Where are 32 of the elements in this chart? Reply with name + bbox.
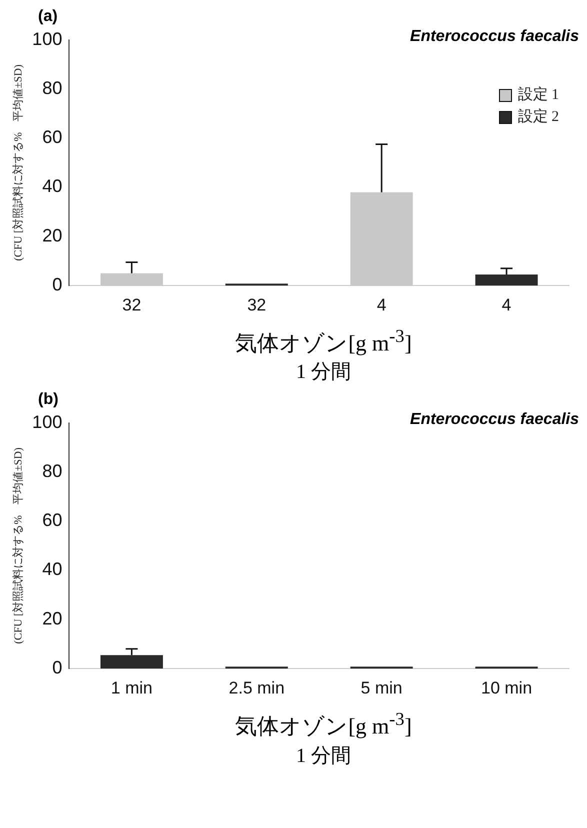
y-tick-label: 60 [42,127,62,148]
x-tick-label: 2.5 min [228,678,285,698]
y-tick-label: 80 [42,78,62,98]
x-tick-label: 4 [502,295,512,314]
y-tick-label: 40 [42,560,62,580]
y-tick-label: 0 [52,274,62,295]
legend-label: 設定 1 [518,85,559,105]
y-axis-title: (CFU [対照試料に対する% 平均値±SD) [11,64,24,261]
chart-title: (a) [38,8,59,26]
y-tick-label: 40 [42,176,62,196]
x-tick-label: 32 [247,295,266,314]
y-tick-label: 80 [42,461,62,482]
annotation: Enterococcus faecalis [410,28,579,46]
x-tick-label: 1 min [110,678,152,698]
y-tick-label: 60 [42,510,62,530]
text: 1 分間 [295,360,352,386]
y-tick-label: 20 [42,225,62,246]
text: 1 分間 [295,744,352,769]
y-tick-label: 20 [42,608,62,629]
y-tick-label: 100 [32,412,62,432]
x-tick-label: 4 [376,295,386,314]
x-tick-label: 32 [122,295,142,314]
x-tick-label: 10 min [481,678,532,698]
x-axis-title: 気体オゾン[g m$^{-3}$] [234,709,413,741]
y-axis-title: (CFU [対照試料に対する% 平均値±SD) [11,447,24,644]
y-tick-label: 0 [52,658,62,678]
y-tick-label: 100 [32,28,62,49]
legend-label: 設定 2 [518,107,559,127]
x-tick-label: 5 min [360,678,402,698]
x-axis-title: 気体オゾン[g m$^{-3}$] [234,326,413,358]
annotation: Enterococcus faecalis [410,411,579,430]
chart-title: (b) [38,391,60,410]
